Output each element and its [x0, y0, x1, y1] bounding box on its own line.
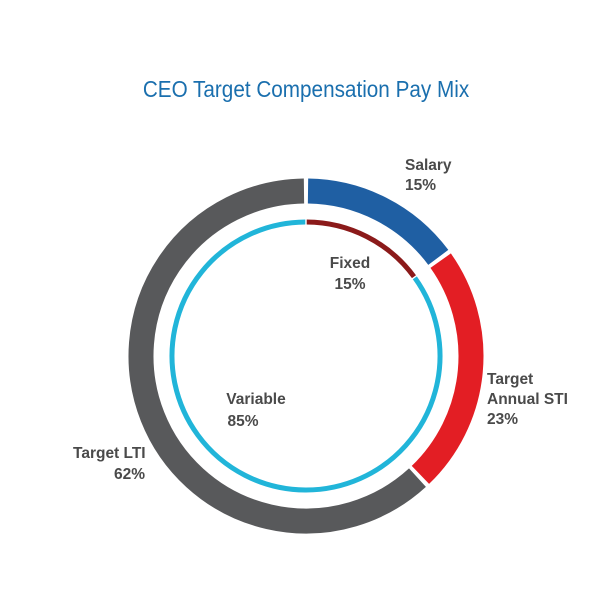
outer-slice-salary — [307, 178, 449, 266]
inner-slice-fixed — [306, 219, 417, 279]
label-sti-name-1: Target — [487, 371, 533, 388]
label-variable-name: Variable — [226, 391, 286, 408]
label-salary-value: 15% — [405, 177, 436, 194]
label-sti-value: 23% — [487, 411, 518, 428]
inner-ring — [169, 219, 443, 493]
outer-slice-target-lti — [128, 178, 426, 534]
label-lti-name: Target LTI — [73, 445, 146, 462]
inner-slice-variable — [169, 219, 443, 493]
outer-ring — [128, 178, 484, 534]
label-sti-name-2: Annual STI — [487, 391, 568, 408]
label-fixed-name: Fixed — [330, 255, 370, 272]
chart-title: CEO Target Compensation Pay Mix — [142, 76, 470, 102]
label-lti-value: 62% — [114, 466, 145, 483]
label-variable-value: 85% — [227, 413, 258, 430]
outer-slice-target-annual-sti — [411, 253, 484, 484]
label-fixed-value: 15% — [334, 276, 365, 293]
label-salary-name: Salary — [405, 157, 452, 174]
